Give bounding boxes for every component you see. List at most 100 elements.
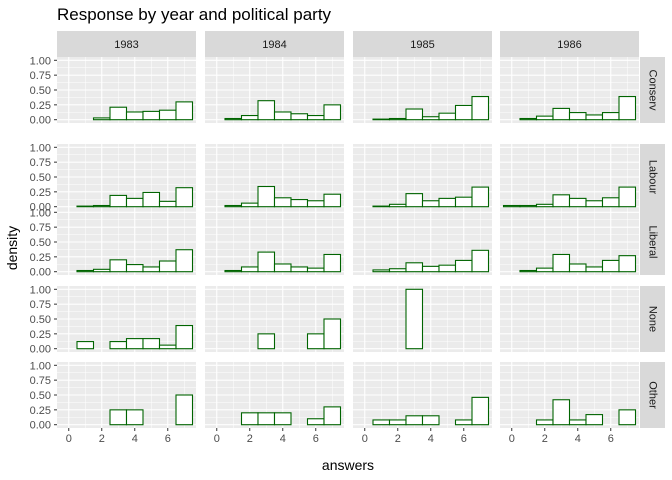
strip-background <box>640 209 665 275</box>
histogram-bar <box>125 409 144 426</box>
histogram-bar <box>76 341 95 350</box>
strip-background <box>640 362 665 428</box>
histogram-bar <box>257 100 276 121</box>
histogram-bar <box>519 117 538 121</box>
facet-panel <box>500 144 639 210</box>
y-tick-label: 0.25 <box>30 252 51 264</box>
histogram-bar <box>175 394 194 426</box>
histogram-bar <box>290 113 309 121</box>
facet-panel <box>205 362 344 428</box>
x-tick-label: 0 <box>214 433 220 445</box>
x-tick-label: 4 <box>132 433 138 445</box>
y-tick-label: 1.00 <box>30 360 51 372</box>
x-tick-label: 4 <box>575 433 581 445</box>
histogram-bar <box>585 266 604 273</box>
histogram-bar <box>388 268 407 273</box>
histogram-bar <box>290 199 309 208</box>
histogram-bar <box>240 266 259 273</box>
y-axis-title: density <box>4 226 20 270</box>
histogram-bar <box>306 200 325 208</box>
x-tick-label: 2 <box>247 433 253 445</box>
x-tick-label: 0 <box>509 433 515 445</box>
histogram-bar <box>257 185 276 208</box>
axes: 0.000.250.500.751.000.000.250.500.751.00… <box>30 55 614 445</box>
histogram-bar <box>421 265 440 273</box>
x-tick-label: 2 <box>395 433 401 445</box>
facet-strip-party: None <box>640 286 665 352</box>
histogram-bar <box>125 264 144 273</box>
histogram-bar <box>125 111 144 121</box>
histogram-bar <box>323 406 342 426</box>
histogram-bar <box>438 264 457 273</box>
facet-strip-year: 1984 <box>205 31 344 57</box>
histogram-bar <box>273 263 292 273</box>
histogram-bar <box>175 187 194 208</box>
facet-panel <box>205 144 344 210</box>
histogram-bar <box>405 108 424 121</box>
histogram-bar <box>240 412 259 426</box>
x-tick-label: 0 <box>362 433 368 445</box>
facet-panel <box>205 286 344 352</box>
y-tick-label: 0.25 <box>30 329 51 341</box>
histogram-bar <box>92 268 111 273</box>
histogram-bar <box>454 419 473 426</box>
histogram-bar <box>388 203 407 208</box>
histogram-bar <box>372 118 391 121</box>
histogram-bar <box>618 409 637 426</box>
histogram-bar <box>585 114 604 121</box>
histogram-bar <box>142 338 161 350</box>
histogram-bar <box>76 269 95 273</box>
facet-panel <box>500 209 639 275</box>
histogram-bar <box>601 112 620 121</box>
histogram-bar <box>306 114 325 121</box>
x-tick-label: 6 <box>461 433 467 445</box>
y-tick-label: 0.50 <box>30 85 51 97</box>
histogram-bar <box>568 263 587 273</box>
x-tick-label: 0 <box>66 433 72 445</box>
histogram-bar <box>471 249 490 273</box>
strip-background <box>57 31 196 57</box>
facet-strip-party: Liberal <box>640 209 665 275</box>
facet-strip-party: Conserv <box>640 57 665 123</box>
histogram-bar <box>224 204 243 208</box>
histogram-bar <box>405 193 424 208</box>
histogram-bar <box>142 110 161 121</box>
facet-panel <box>353 362 492 428</box>
histogram-bar <box>125 338 144 350</box>
histogram-bar <box>568 197 587 208</box>
histogram-bar <box>323 104 342 121</box>
strip-label-year: 1983 <box>114 39 138 51</box>
histogram-bar <box>519 204 538 208</box>
histogram-bar <box>618 255 637 273</box>
histogram-bar <box>109 341 128 350</box>
facet-strip-year: 1985 <box>353 31 492 57</box>
y-tick-label: 0.75 <box>30 222 51 234</box>
x-axis-title: answers <box>322 457 374 473</box>
strip-label-party: None <box>647 306 659 332</box>
histogram-bar <box>142 191 161 208</box>
histogram-bar <box>323 318 342 350</box>
y-tick-label: 0.75 <box>30 70 51 82</box>
histogram-bar <box>438 112 457 121</box>
histogram-bar <box>552 399 571 426</box>
y-tick-label: 0.00 <box>30 267 51 279</box>
histogram-bar <box>535 203 554 208</box>
y-tick-label: 1.00 <box>30 55 51 67</box>
histogram-bar <box>109 194 128 208</box>
x-tick-label: 6 <box>608 433 614 445</box>
histogram-bar <box>76 205 95 208</box>
facet-strip-party: Labour <box>640 144 665 210</box>
histogram-bar <box>471 396 490 426</box>
histogram-bar <box>372 269 391 273</box>
y-tick-label: 0.25 <box>30 100 51 112</box>
facet-panel <box>57 57 196 123</box>
strip-background <box>500 31 639 57</box>
histogram-bar <box>142 266 161 273</box>
histogram-bar <box>323 253 342 273</box>
histogram-bar <box>454 196 473 208</box>
y-tick-label: 0.75 <box>30 299 51 311</box>
y-tick-label: 1.00 <box>30 284 51 296</box>
facet-panel <box>57 144 196 210</box>
y-tick-label: 0.25 <box>30 405 51 417</box>
y-tick-label: 0.50 <box>30 237 51 249</box>
